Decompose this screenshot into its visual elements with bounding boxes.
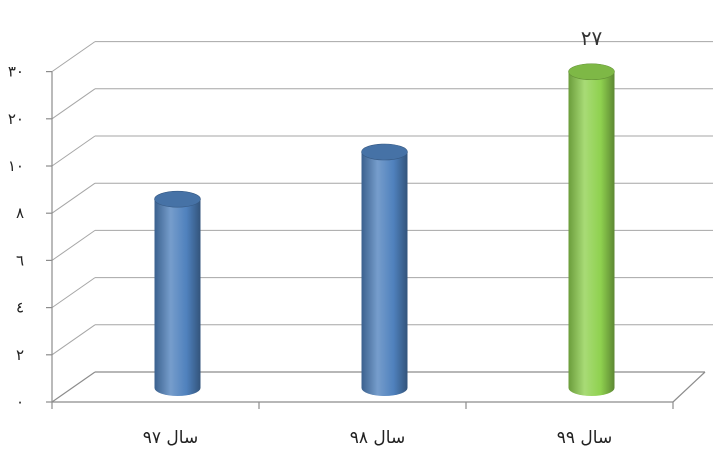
category-label-1: سال ۹۷ bbox=[143, 428, 198, 448]
category-label-3: سال ۹۹ bbox=[557, 428, 612, 448]
gridline-diagonal bbox=[51, 229, 96, 261]
gridline-diagonal bbox=[51, 182, 96, 214]
y-tick-label: ۲۰ bbox=[8, 110, 24, 128]
gridline-diagonal bbox=[51, 277, 96, 309]
data-labels: ۲۷ bbox=[581, 26, 603, 50]
gridline-diagonal bbox=[51, 135, 96, 167]
bar-2 bbox=[361, 152, 408, 396]
bar-2-top bbox=[361, 143, 408, 161]
category-labels: سال ۹۷ سال ۹۸ سال ۹۹ bbox=[143, 428, 612, 448]
bars bbox=[154, 63, 615, 396]
floor-left-edge bbox=[51, 371, 96, 403]
bar-1-top bbox=[154, 190, 201, 208]
bar-1 bbox=[154, 199, 201, 396]
gridline-diagonal bbox=[51, 324, 96, 356]
bar-3 bbox=[568, 71, 615, 396]
y-tick-label: ۱۰ bbox=[8, 157, 24, 175]
y-tick-label: ٦ bbox=[16, 251, 24, 269]
gridline-diagonal bbox=[51, 88, 96, 120]
category-label-2: سال ۹۸ bbox=[350, 428, 405, 448]
y-tick-labels: ۰ ۲ ٤ ٦ ۸ ۱۰ ۲۰ ۳۰ bbox=[8, 63, 24, 411]
gridline-diagonal bbox=[51, 41, 96, 73]
y-tick-label: ٤ bbox=[16, 299, 24, 317]
bar-3-top bbox=[568, 63, 615, 81]
y-tick-label: ۲ bbox=[16, 346, 24, 364]
y-tick-label: ۸ bbox=[16, 204, 24, 222]
data-label-3: ۲۷ bbox=[581, 26, 603, 50]
y-tick-label: ۳۰ bbox=[8, 63, 24, 81]
y-tick-label: ۰ bbox=[16, 393, 24, 411]
floor-right-edge bbox=[672, 371, 706, 403]
